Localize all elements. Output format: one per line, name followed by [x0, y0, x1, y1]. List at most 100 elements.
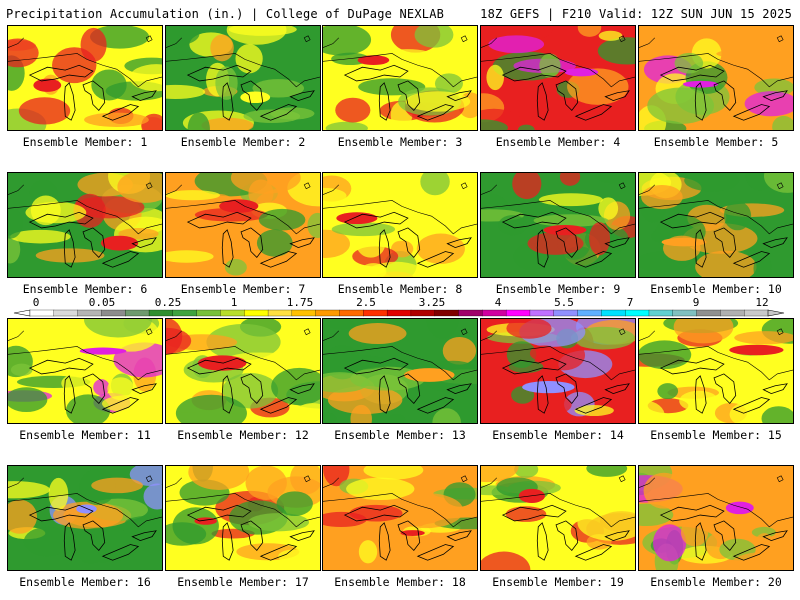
lake-outline — [82, 373, 106, 404]
coast-line — [618, 182, 626, 190]
precipitation-map — [638, 318, 794, 424]
lake-outline — [259, 544, 298, 561]
lake-outline — [259, 104, 298, 121]
coast-line — [166, 330, 183, 341]
ensemble-member-panel: Ensemble Member: 1 — [7, 25, 163, 149]
ensemble-member-label: Ensemble Member: 10 — [650, 282, 782, 296]
lake-outline — [762, 90, 788, 101]
colorbar-swatch — [434, 309, 459, 317]
coast-line — [639, 37, 656, 48]
precip-blob — [614, 541, 635, 565]
ensemble-member-panel: Ensemble Member: 3 — [322, 25, 478, 149]
precip-blob — [23, 526, 71, 557]
lake-outline — [446, 383, 472, 394]
coast-line — [8, 477, 25, 488]
precipitation-map — [480, 465, 636, 571]
coast-line — [639, 477, 656, 488]
ensemble-member-panel: Ensemble Member: 4 — [480, 25, 636, 149]
precipitation-map — [322, 465, 478, 571]
precip-blob — [594, 173, 635, 184]
precip-blob — [673, 319, 734, 344]
coast-line — [460, 182, 468, 190]
precip-blob — [290, 331, 320, 352]
ensemble-member-panel: Ensemble Member: 19 — [480, 465, 636, 589]
lake-outline — [604, 383, 630, 394]
precip-blob — [258, 208, 306, 231]
precipitation-map — [7, 465, 163, 571]
lake-outline — [713, 520, 737, 551]
lake-outline — [63, 82, 76, 121]
ensemble-member-label: Ensemble Member: 7 — [180, 282, 306, 296]
colorbar-swatch — [315, 309, 340, 317]
precip-blob — [559, 173, 581, 186]
precip-blob — [166, 84, 206, 99]
colorbar-swatch — [720, 309, 745, 317]
lake-outline — [101, 104, 140, 121]
ensemble-member-panel: Ensemble Member: 15 — [638, 318, 794, 442]
border-line — [323, 53, 477, 88]
colorbar-tick-label: 0 — [33, 296, 40, 309]
precip-blob — [271, 367, 320, 406]
precip-blob — [407, 547, 477, 561]
lake-outline — [555, 520, 579, 551]
precip-blob — [48, 477, 69, 511]
precip-blob — [693, 362, 767, 381]
ensemble-member-panel: Ensemble Member: 7 — [165, 172, 321, 296]
precip-blob — [358, 540, 378, 564]
precip-blob — [416, 233, 465, 264]
lake-outline — [101, 544, 140, 561]
lake-outline — [186, 357, 252, 375]
lake-outline — [259, 397, 298, 414]
lake-outline — [289, 237, 315, 248]
precip-maximum — [219, 199, 259, 213]
precip-blob — [323, 466, 350, 487]
precip-blob — [529, 345, 559, 362]
precip-blob — [679, 390, 719, 412]
colorbar-swatch — [696, 309, 721, 317]
ensemble-member-panel: Ensemble Member: 17 — [165, 465, 321, 589]
precip-blob — [653, 524, 687, 562]
border-line — [481, 200, 635, 235]
lake-outline — [186, 211, 252, 229]
precip-blob — [273, 260, 320, 275]
precip-blob — [30, 195, 61, 226]
coast-line — [166, 37, 183, 48]
colorbar-swatch — [744, 309, 769, 317]
precip-blob — [80, 551, 102, 564]
lake-outline — [416, 104, 455, 121]
border-line — [639, 493, 793, 528]
precip-blob — [8, 499, 38, 534]
coast-line — [303, 328, 311, 336]
precip-blob — [539, 53, 561, 78]
lake-outline — [28, 357, 94, 375]
lake-outline — [28, 504, 94, 522]
coast-line — [776, 35, 784, 43]
precip-maximum — [100, 235, 139, 251]
border-line — [639, 200, 793, 235]
colorbar-tick-label: 2.5 — [356, 296, 376, 309]
border-line — [481, 346, 635, 381]
precip-blob — [586, 466, 628, 477]
coast-line — [481, 184, 498, 195]
colorbar-swatch — [148, 309, 174, 317]
lake-outline — [659, 211, 725, 229]
precip-blob — [761, 406, 793, 423]
ensemble-member-label: Ensemble Member: 14 — [492, 428, 624, 442]
precip-maximum — [661, 237, 707, 247]
precip-blob — [188, 466, 250, 491]
precip-blob — [18, 97, 71, 125]
border-line — [8, 53, 162, 88]
colorbar-swatch — [529, 309, 555, 317]
coast-line — [323, 184, 340, 195]
coast-line — [776, 475, 784, 483]
ensemble-member-panel: Ensemble Member: 11 — [7, 318, 163, 442]
lake-outline — [221, 82, 234, 121]
lake-outline — [240, 227, 264, 258]
lake-outline — [659, 64, 725, 82]
precip-maximum — [79, 347, 127, 355]
lake-outline — [501, 211, 567, 229]
lake-outline — [221, 229, 234, 268]
border-line — [166, 493, 320, 528]
colorbar-swatch — [29, 309, 55, 317]
precip-blob — [772, 115, 793, 130]
